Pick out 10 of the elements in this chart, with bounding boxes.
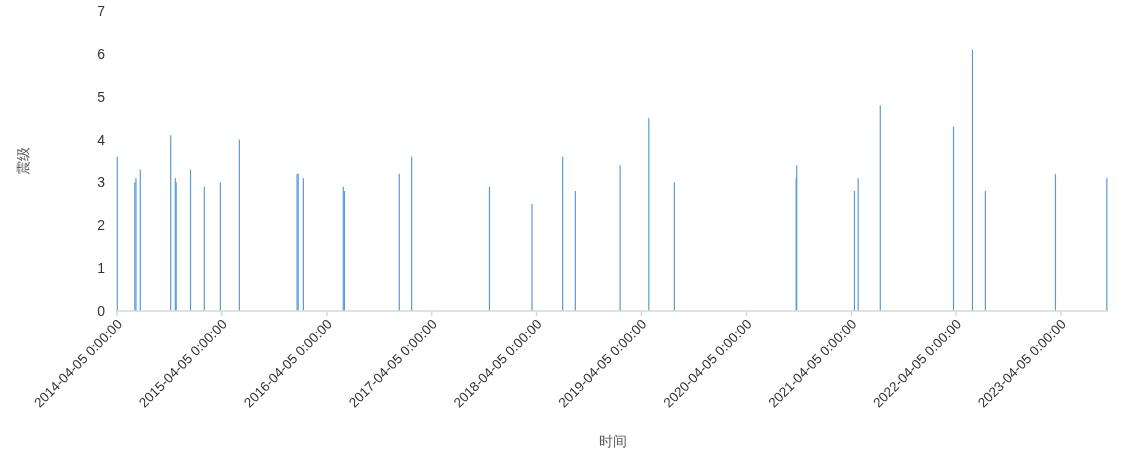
y-tick-label: 4 (97, 131, 106, 148)
y-tick-label: 7 (97, 3, 106, 19)
y-tick-label: 1 (97, 260, 106, 277)
y-axis-title: 震级 (15, 147, 31, 175)
x-axis-title: 时间 (598, 433, 627, 449)
y-tick-label: 2 (97, 217, 106, 234)
y-tick-label: 0 (97, 303, 106, 319)
y-tick-label: 5 (97, 88, 106, 105)
y-tick-label: 6 (97, 45, 106, 62)
y-tick-label: 3 (97, 174, 106, 191)
